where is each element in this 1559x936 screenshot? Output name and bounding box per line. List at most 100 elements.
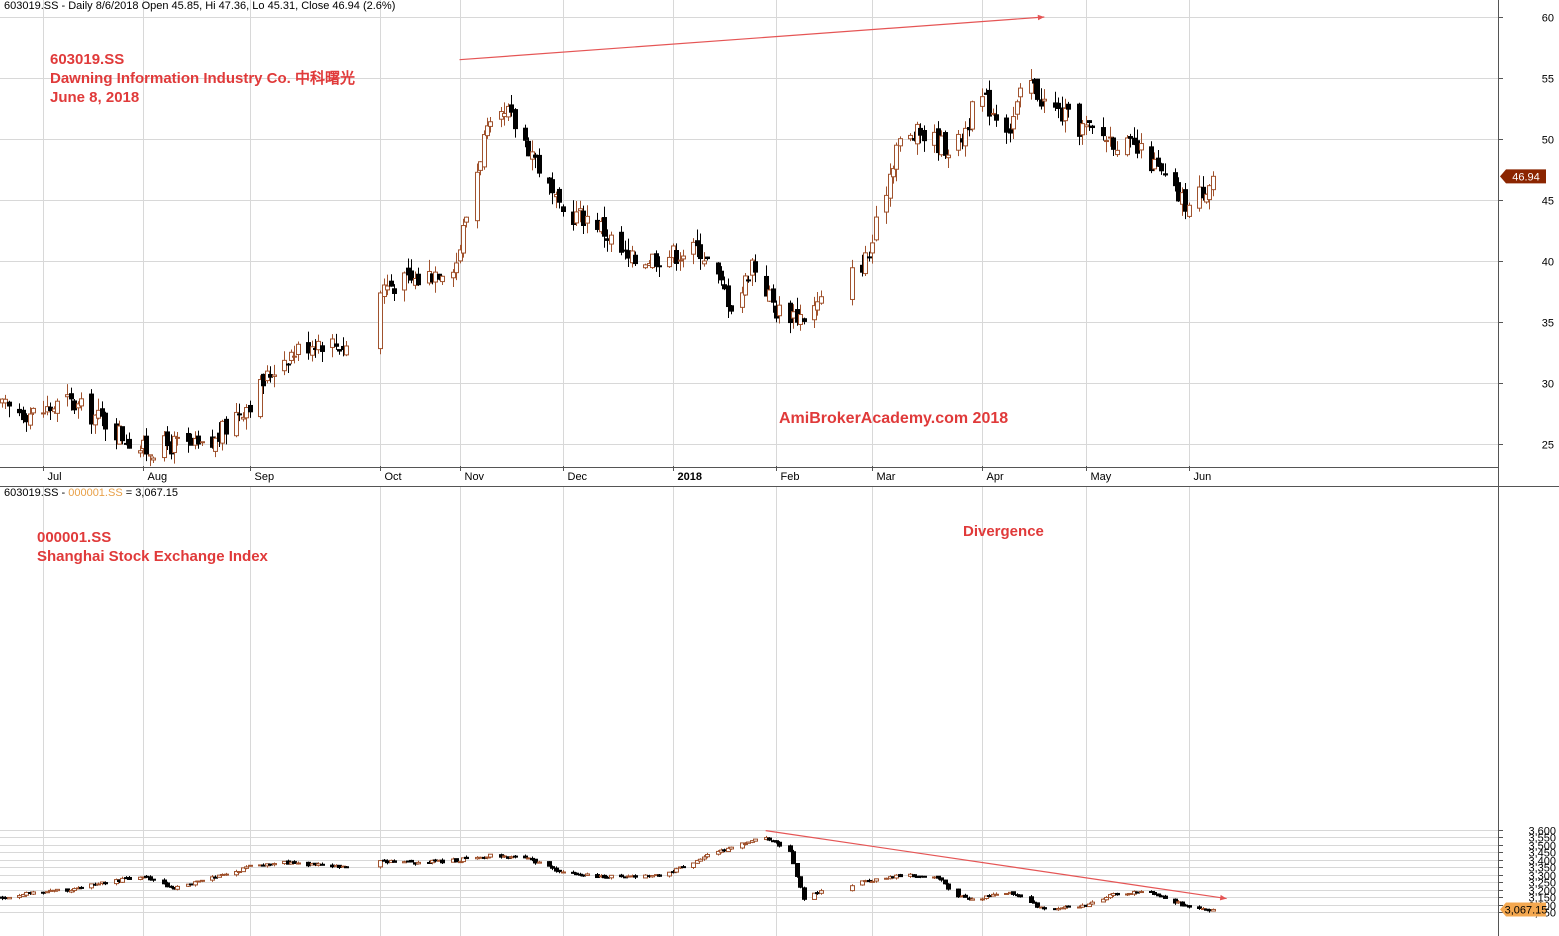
p2-candle — [165, 882, 170, 888]
p1-candle — [1087, 120, 1092, 124]
p2-candle — [241, 867, 246, 873]
p1-candle — [1149, 146, 1154, 172]
p1-candle — [753, 261, 758, 273]
p2-candle — [272, 863, 277, 866]
p1-candle — [850, 267, 855, 300]
p2-candle — [217, 874, 222, 878]
p2-candle — [870, 880, 875, 883]
p1-candle — [956, 133, 961, 151]
p2-candle — [509, 856, 514, 859]
p1-candle — [991, 112, 996, 115]
p2-candle — [994, 893, 999, 896]
p2-candle — [213, 876, 218, 879]
p2-candle — [127, 876, 132, 880]
y-tick-label-p1: 50 — [1542, 135, 1554, 147]
p2-candle — [939, 877, 944, 881]
p2-candle — [292, 861, 297, 864]
p2-candle — [31, 891, 36, 895]
p2-candle — [461, 857, 466, 863]
p2-candle — [716, 850, 721, 855]
y-tick-label-p1: 30 — [1542, 379, 1554, 391]
last-price-tag-p2-label: 3,067.15 — [1505, 904, 1548, 916]
p2-candle — [193, 881, 198, 886]
x-tick-label: May — [1091, 471, 1112, 483]
p2-candle — [626, 875, 631, 878]
p1-candle — [89, 393, 94, 425]
p1-candle — [1201, 186, 1206, 199]
p1-candle — [963, 127, 968, 147]
p1-candle — [451, 271, 456, 279]
p1-candle — [674, 250, 679, 264]
p1-candle — [863, 252, 868, 275]
x-tick-label: Sep — [255, 471, 275, 483]
p1-candle — [1077, 103, 1082, 137]
p1-candle — [1163, 173, 1168, 176]
x-tick-label: 2018 — [678, 471, 702, 483]
p2-candle — [898, 874, 903, 878]
p1-candle — [526, 140, 531, 157]
p2-candle — [1090, 901, 1095, 905]
p2-candle — [860, 880, 865, 886]
p1-candle — [561, 206, 566, 213]
p1-candle — [1066, 103, 1071, 110]
p1-candle — [1011, 116, 1016, 130]
p1-candle — [234, 411, 239, 437]
p2-candle — [767, 837, 772, 841]
p1-candle — [678, 259, 683, 262]
p2-candle — [430, 859, 435, 864]
p1-candle — [31, 407, 36, 414]
y-tick-label-p2: 3,200 — [1528, 886, 1556, 898]
p2-candle — [45, 891, 50, 894]
p2-candle — [609, 874, 614, 879]
p2-candle — [344, 866, 349, 869]
p1-candle — [1115, 149, 1120, 156]
p2-candle — [200, 879, 205, 882]
p1-candle — [626, 250, 631, 259]
y-tick-label-p1: 45 — [1542, 196, 1554, 208]
p2-candle — [695, 859, 700, 864]
p1-candle — [148, 454, 153, 457]
y-tick-label-p2: 3,300 — [1528, 871, 1556, 883]
p1-candle — [946, 154, 951, 159]
trendline-p1 — [459, 16, 1045, 61]
p2-candle — [148, 876, 153, 881]
p1-candle — [482, 134, 487, 168]
p1-candle — [908, 134, 913, 140]
p2-candle — [987, 895, 992, 898]
x-tick-label: Oct — [385, 471, 402, 483]
y-tick-label-p2: 3,500 — [1528, 841, 1556, 853]
p1-candle — [1197, 186, 1202, 209]
p1-candle — [24, 415, 29, 423]
p2-candle — [220, 873, 225, 876]
p1-candle — [898, 138, 903, 147]
p1-candle — [186, 432, 191, 442]
p2-candle — [296, 862, 301, 865]
p1-candle — [72, 400, 77, 411]
p1-candle — [65, 394, 70, 398]
p1-candle — [922, 130, 927, 142]
y-tick-label-p2: 3,350 — [1528, 863, 1556, 875]
x-tick-label: Jun — [1194, 471, 1212, 483]
p1-candle — [162, 435, 167, 459]
p2-candle — [963, 894, 968, 898]
p2-candle — [557, 869, 562, 873]
y-tick-label-p1: 60 — [1542, 13, 1554, 25]
p2-candle — [1035, 902, 1040, 908]
p1-candle — [802, 318, 807, 322]
p2-candle — [1152, 891, 1157, 895]
y-tick-label-p2: 3,550 — [1528, 833, 1556, 845]
p2-candle — [1197, 906, 1202, 909]
p2-candle — [1156, 893, 1161, 897]
p2-candle — [17, 895, 22, 898]
p2-candle — [523, 855, 528, 859]
p2-candle — [41, 891, 46, 894]
p1-candle — [41, 412, 46, 415]
p2-candle — [282, 860, 287, 865]
p2-candle — [1066, 905, 1071, 908]
p2-candle — [585, 873, 590, 876]
p1-candle — [127, 438, 132, 449]
p2-candle — [440, 859, 445, 864]
p1-candle — [1004, 117, 1009, 133]
p2-candle — [409, 859, 414, 863]
